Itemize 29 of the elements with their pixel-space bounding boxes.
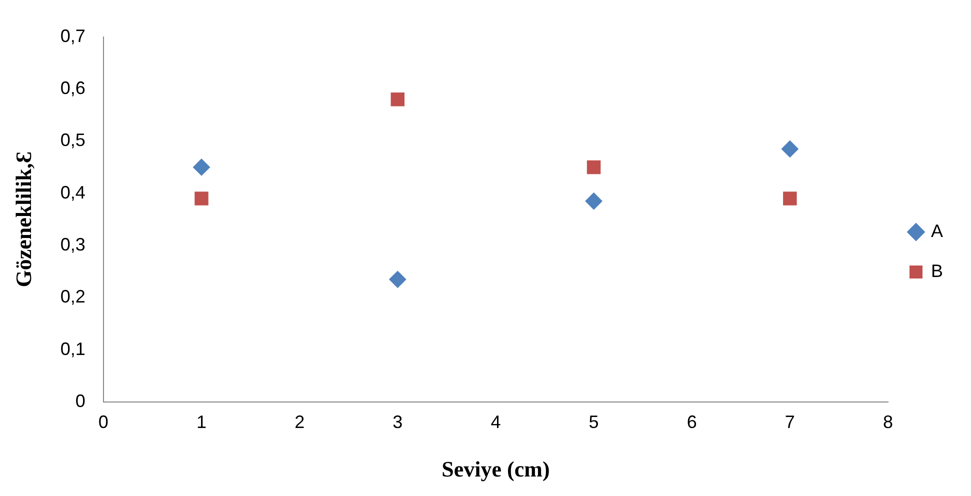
y-tick-label: 0: [75, 390, 86, 411]
y-tick-label: 0,2: [60, 286, 86, 307]
x-tick-label: 0: [98, 412, 108, 432]
x-tick-label: 6: [686, 412, 697, 432]
y-axis-title: Gözeneklilik,Ɛ: [10, 152, 36, 288]
x-tick-label: 2: [294, 412, 305, 432]
x-tick-label: 7: [784, 412, 795, 432]
x-tick-label: 5: [588, 412, 599, 432]
x-tick-label: 8: [882, 412, 893, 432]
x-axis-title: Seviye (cm): [442, 456, 550, 482]
point: [194, 192, 208, 206]
point: [586, 160, 601, 174]
point: [389, 270, 406, 288]
y-tick-label: 0,1: [60, 338, 86, 359]
y-tick-label: 0,7: [60, 26, 86, 46]
legend-label: B: [930, 260, 944, 281]
x-tick-label: 1: [196, 412, 206, 432]
x-tick-label: 4: [490, 412, 501, 432]
legend-label: A: [930, 220, 944, 241]
y-tick-label: 0,6: [60, 78, 86, 98]
point: [390, 92, 404, 106]
point: [192, 158, 210, 176]
y-tick-label: 0,3: [60, 234, 86, 254]
point: [781, 140, 798, 158]
point: [783, 192, 797, 206]
point: [585, 192, 602, 210]
x-tick-label: 3: [392, 412, 403, 432]
y-tick-label: 0,4: [60, 182, 86, 202]
y-tick-label: 0,5: [60, 130, 86, 150]
